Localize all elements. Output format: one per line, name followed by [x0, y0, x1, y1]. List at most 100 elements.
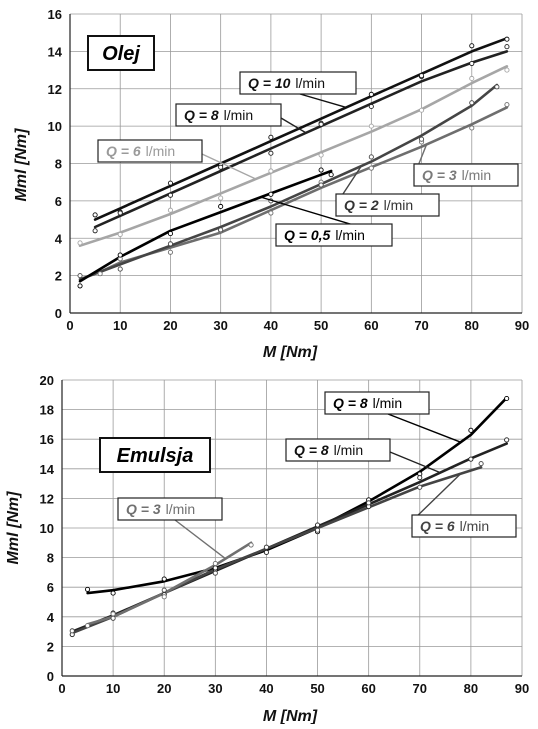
- series-line: [86, 396, 509, 595]
- data-point: [469, 125, 475, 131]
- data-point: [268, 191, 274, 197]
- x-tick-label: 40: [259, 681, 273, 696]
- markers-olej: [77, 36, 510, 289]
- label-emulsja-q3: Q = 3 l/min: [117, 497, 223, 521]
- data-point: [85, 586, 91, 592]
- data-point: [167, 180, 173, 186]
- data-point: [218, 227, 224, 233]
- data-point: [318, 182, 324, 188]
- x-tick-label: 20: [157, 681, 171, 696]
- data-point: [268, 168, 274, 174]
- data-point: [469, 75, 475, 82]
- x-tick-label: 70: [413, 681, 427, 696]
- label-q-text: Q = 8: [333, 395, 368, 411]
- x-tick-label: 50: [314, 318, 328, 333]
- svg-text:Q = 6l/min: Q = 6 l/min: [106, 143, 175, 159]
- markers-emulsja: [69, 395, 510, 638]
- leader-line: [280, 117, 307, 134]
- y-tick-label: 8: [47, 551, 54, 566]
- data-point: [504, 395, 510, 402]
- x-tick-label: 80: [465, 318, 479, 333]
- data-point: [212, 570, 218, 576]
- label-q-text: Q = 6: [106, 143, 141, 159]
- data-point: [368, 91, 374, 97]
- y-axis-label-emulsja: Mml [Nm]: [5, 491, 22, 565]
- label-unit-text: l/min: [166, 501, 196, 517]
- panel-title-box-emulsja: Emulsja: [99, 437, 211, 473]
- series-line: [78, 65, 509, 247]
- x-tick-label: 0: [58, 681, 65, 696]
- data-point: [218, 203, 224, 210]
- data-point: [268, 134, 274, 140]
- data-point: [504, 36, 510, 42]
- label-emulsja-q8-a: Q = 8 l/min: [324, 391, 430, 415]
- data-point: [315, 522, 321, 528]
- data-point: [263, 549, 269, 555]
- series-line: [78, 83, 499, 281]
- data-point: [368, 103, 374, 110]
- x-tick-label: 0: [66, 318, 73, 333]
- x-tick-label: 80: [464, 681, 478, 696]
- data-point: [504, 67, 510, 73]
- data-point: [110, 615, 116, 621]
- data-point: [117, 231, 123, 238]
- data-point: [366, 500, 372, 506]
- data-point: [419, 107, 425, 113]
- data-point: [167, 192, 173, 198]
- x-axis-label-emulsja: M [Nm]: [263, 708, 318, 724]
- y-tick-label: 14: [48, 44, 63, 59]
- data-point: [110, 590, 116, 596]
- label-q-text: Q = 8: [294, 442, 329, 458]
- svg-text:Q = 2l/min: Q = 2 l/min: [344, 197, 413, 213]
- label-unit-text: l/min: [335, 227, 365, 243]
- label-unit-text: l/min: [462, 167, 492, 183]
- data-point: [417, 484, 423, 490]
- label-q-text: Q = 8: [184, 107, 219, 123]
- data-point: [368, 154, 374, 160]
- x-tick-label: 30: [208, 681, 222, 696]
- data-point: [368, 123, 374, 129]
- data-point: [167, 241, 173, 247]
- data-point: [167, 231, 173, 237]
- label-unit-text: l/min: [224, 107, 254, 123]
- label-q-text: Q = 6: [420, 518, 455, 534]
- data-point: [161, 587, 167, 593]
- data-point: [97, 271, 103, 277]
- label-q-text: Q = 0,5: [284, 227, 331, 243]
- x-tick-label: 40: [264, 318, 278, 333]
- leader-line: [387, 413, 461, 443]
- x-tick-label: 60: [364, 318, 378, 333]
- label-q-text: Q = 10: [248, 75, 291, 91]
- y-tick-label: 6: [47, 580, 54, 595]
- data-point: [212, 565, 218, 571]
- label-emulsja-q8-b: Q = 8 l/min: [285, 438, 391, 462]
- x-tick-label: 90: [515, 681, 529, 696]
- y-tick-label: 2: [47, 639, 54, 654]
- data-point: [315, 527, 321, 533]
- data-point: [419, 73, 425, 79]
- y-tick-label: 14: [40, 462, 55, 477]
- y-tick-label: 10: [48, 119, 62, 134]
- data-point: [167, 207, 173, 213]
- x-tick-label: 30: [213, 318, 227, 333]
- svg-text:Q = 3l/min: Q = 3 l/min: [126, 501, 195, 517]
- x-tick-label: 90: [515, 318, 529, 333]
- data-point: [248, 542, 254, 548]
- leaders-emulsja: [174, 413, 462, 560]
- label-unit-text: l/min: [373, 395, 403, 411]
- data-point: [218, 195, 224, 201]
- data-point: [161, 594, 167, 600]
- y-tick-label: 20: [40, 373, 54, 388]
- svg-text:Q = 10l/min: Q = 10 l/min: [248, 75, 325, 91]
- y-tick-label: 0: [55, 306, 62, 321]
- leader-line: [174, 519, 226, 560]
- y-tick-label: 16: [48, 7, 62, 22]
- svg-text:Q = 0,5l/min: Q = 0,5 l/min: [284, 227, 365, 243]
- y-tick-label: 2: [55, 269, 62, 284]
- y-tick-label: 18: [40, 403, 54, 418]
- data-point: [478, 461, 484, 467]
- svg-text:Q = 8l/min: Q = 8 l/min: [184, 107, 253, 123]
- label-olej-q05: Q = 0,5 l/min: [275, 223, 393, 247]
- y-tick-label: 4: [55, 231, 63, 246]
- data-point: [469, 43, 475, 49]
